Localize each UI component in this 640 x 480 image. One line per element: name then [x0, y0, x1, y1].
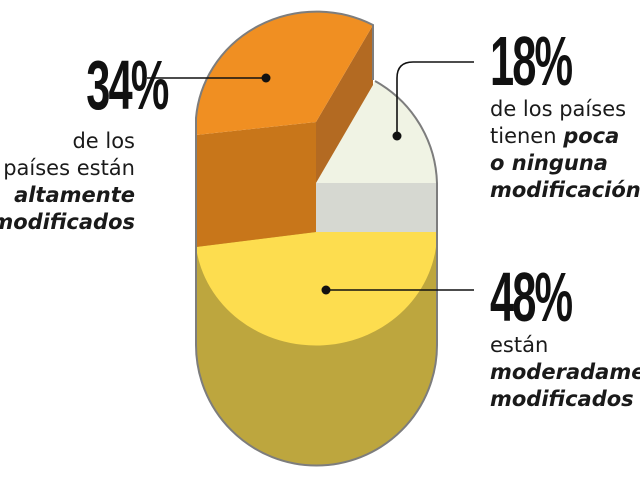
segment-high-side [316, 25, 373, 183]
label-moderate-percent: 48% [490, 258, 573, 336]
label-high-line2: países están [3, 156, 135, 180]
cylinder-outline [195, 10, 438, 467]
label-low-emphasis2: modificación [490, 178, 640, 202]
segment-low-side [316, 183, 437, 232]
segment-moderate-top [196, 232, 438, 346]
leader-dot-moderate [321, 285, 331, 295]
leader-line-low [396, 61, 474, 136]
label-low-line2: tienen poca [490, 123, 640, 150]
label-high-description: de los países están altamente modificado… [0, 128, 135, 236]
label-moderate-emphasis1: moderadamente [490, 360, 640, 384]
label-moderate-line1: están [490, 333, 549, 357]
label-low-percent: 18% [490, 22, 573, 100]
leader-dot-low [392, 131, 402, 141]
label-high-line1: de los [72, 129, 135, 153]
label-high-percent: 34% [86, 46, 169, 124]
segment-high-front [196, 122, 316, 247]
segment-high-top [196, 11, 373, 136]
segment-low-top [316, 81, 437, 183]
label-moderate-description: están moderadamente modificados [490, 332, 640, 413]
label-low-line1: de los países [490, 97, 627, 121]
label-high-emphasis1: altamente [14, 183, 135, 207]
leader-dot-high [261, 73, 271, 83]
label-low-description: de los países tienen poca o ninguna modi… [490, 96, 640, 204]
label-low-emphasis1: o ninguna [490, 151, 608, 175]
label-moderate-emphasis2: modificados [490, 387, 634, 411]
label-low-line2-plain: tienen [490, 124, 564, 148]
label-low-line2-emphasis: poca [563, 124, 620, 148]
label-high-emphasis2: modificados [0, 210, 135, 234]
